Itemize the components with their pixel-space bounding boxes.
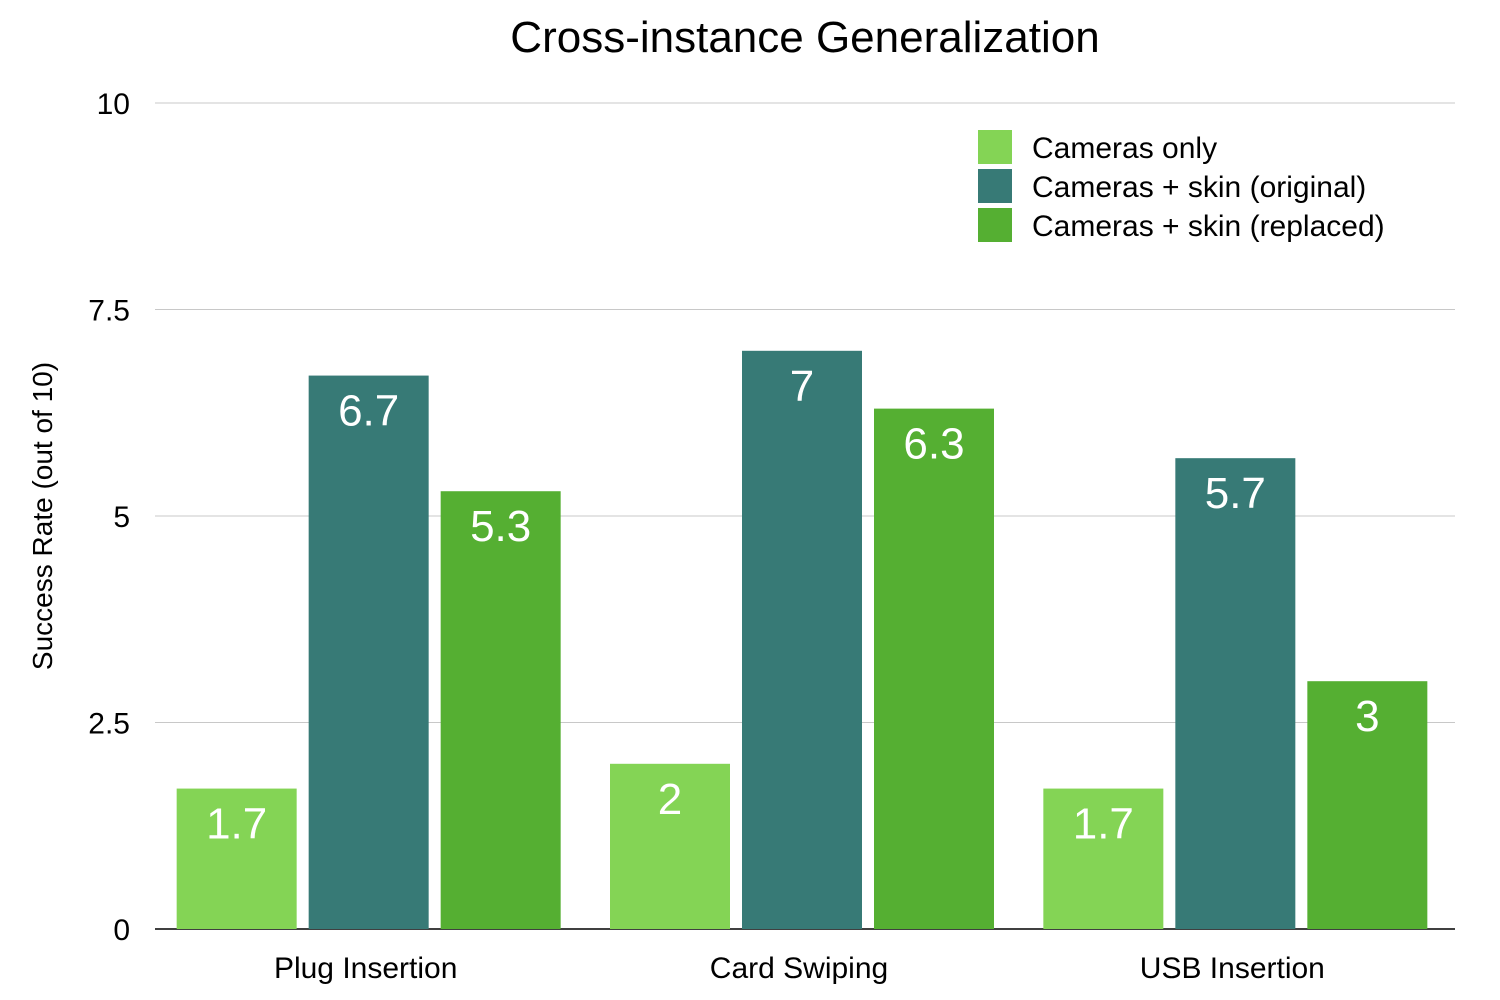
y-tick-label: 5 (113, 501, 130, 534)
chart-title: Cross-instance Generalization (510, 13, 1099, 62)
legend-label: Cameras + skin (replaced) (1032, 210, 1385, 243)
bar (1043, 788, 1164, 929)
data-label: 6.7 (338, 387, 399, 436)
legend-label: Cameras only (1032, 132, 1217, 165)
x-tick-label: Card Swiping (710, 952, 888, 985)
legend-swatch (978, 130, 1012, 164)
y-tick-label: 10 (97, 88, 130, 121)
y-axis-label: Success Rate (out of 10) (27, 362, 58, 670)
x-tick-labels: Plug Insertion Card Swiping USB Insertion (274, 952, 1325, 985)
legend: Cameras only Cameras + skin (original) Cam… (978, 130, 1385, 243)
bar (874, 408, 994, 929)
y-tick-label: 0 (113, 914, 130, 947)
data-label: 1.7 (1073, 800, 1134, 849)
bar (176, 788, 297, 929)
bar (440, 491, 561, 929)
bar (1307, 681, 1428, 929)
y-tick-label: 2.5 (88, 708, 130, 741)
legend-swatch (978, 169, 1012, 203)
bars (176, 350, 1428, 930)
data-label: 1.7 (206, 800, 267, 849)
x-tick-label: USB Insertion (1140, 952, 1325, 985)
data-label: 7 (790, 362, 814, 411)
data-label: 2 (658, 775, 682, 824)
bar (308, 375, 429, 930)
legend-swatch (978, 208, 1012, 242)
x-tick-label: Plug Insertion (274, 952, 457, 985)
bar (610, 763, 730, 929)
data-label: 5.3 (470, 502, 531, 551)
bar (742, 350, 862, 929)
y-tick-label: 7.5 (88, 295, 130, 328)
data-label: 5.7 (1205, 469, 1266, 518)
bar (1175, 458, 1296, 929)
data-labels: 1.7 6.7 5.3 2 7 6.3 1.7 5.7 3 (206, 362, 1379, 849)
data-label: 6.3 (903, 420, 964, 469)
data-label: 3 (1355, 692, 1379, 741)
legend-label: Cameras + skin (original) (1032, 171, 1366, 204)
